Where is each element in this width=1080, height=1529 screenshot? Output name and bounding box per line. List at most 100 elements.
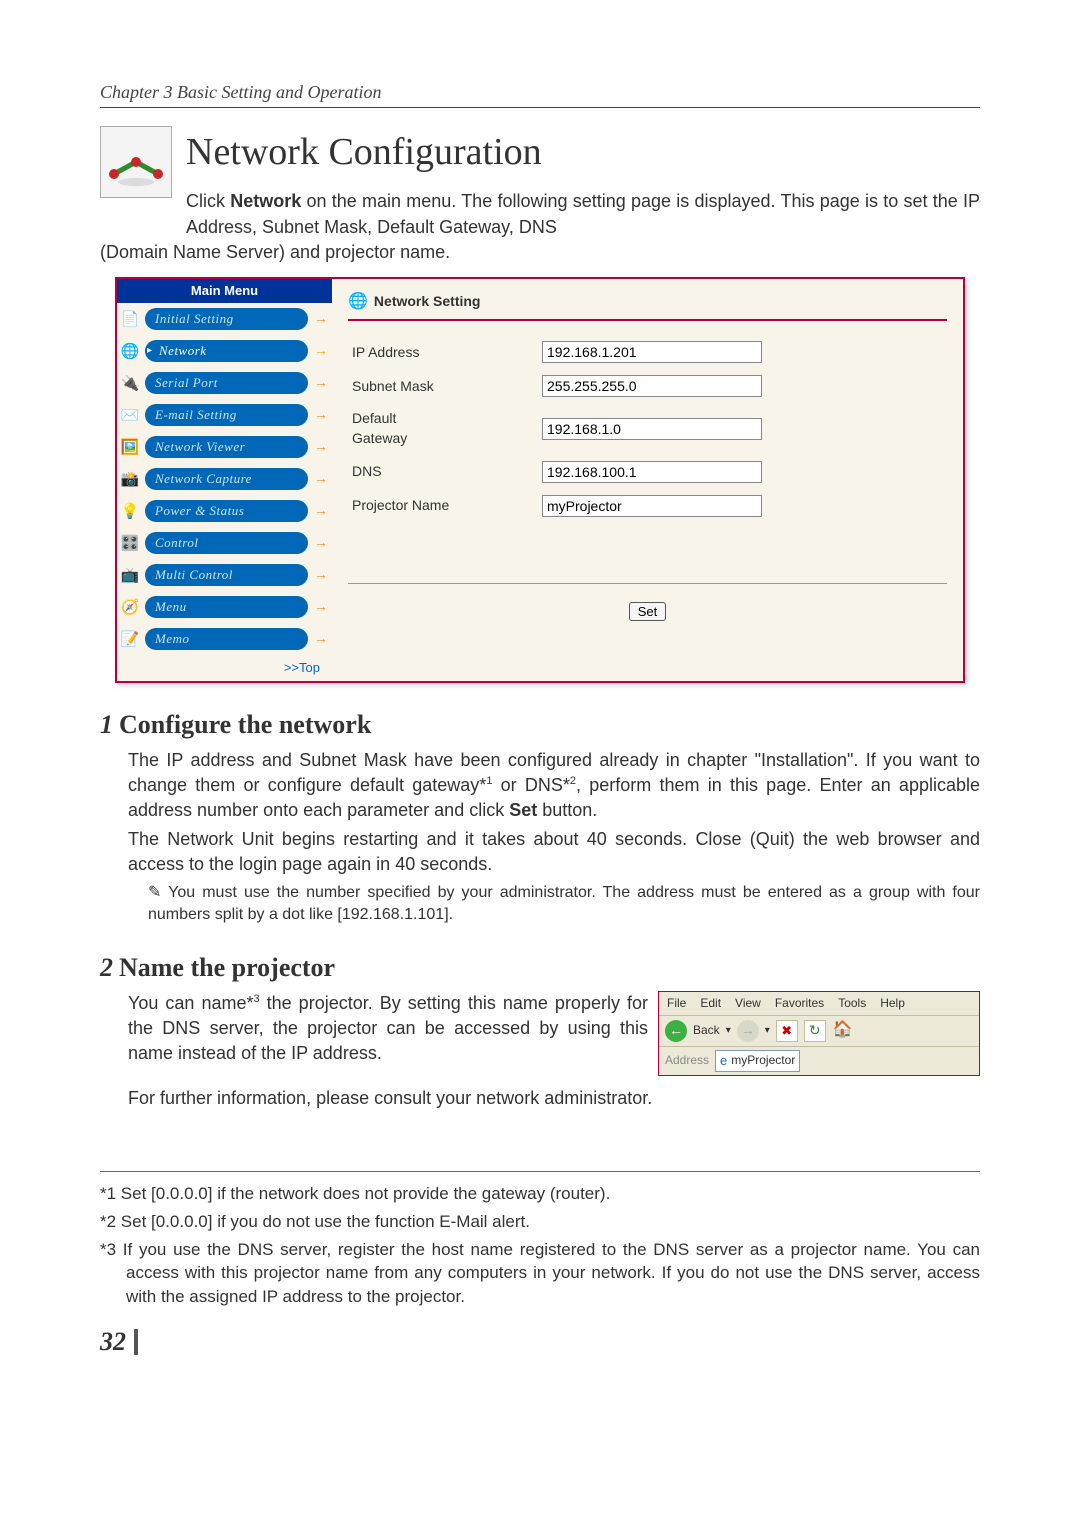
menu-arrow-icon: → xyxy=(312,629,330,649)
menu-icon: 🧭 xyxy=(119,596,141,618)
footnote: *3 If you use the DNS server, register t… xyxy=(100,1238,980,1309)
subnet-mask-input[interactable] xyxy=(542,375,762,397)
main-menu-header: Main Menu xyxy=(117,279,332,303)
menu-arrow-icon: → xyxy=(312,437,330,457)
menu-label: Network Capture xyxy=(145,468,308,490)
browser-home-icon[interactable]: 🏠 xyxy=(832,1020,854,1042)
section-2-heading: Name the projector xyxy=(119,953,335,982)
browser-menu-favorites[interactable]: Favorites xyxy=(775,995,824,1012)
field-label: Projector Name xyxy=(348,489,538,523)
browser-refresh-icon[interactable]: ↻ xyxy=(804,1020,826,1042)
menu-label: Memo xyxy=(145,628,308,650)
projector-name-input[interactable] xyxy=(542,495,762,517)
menu-item-memo[interactable]: 📝Memo→ xyxy=(117,623,332,655)
menu-icon: 📺 xyxy=(119,564,141,586)
menu-label: Power & Status xyxy=(145,500,308,522)
browser-menu-help[interactable]: Help xyxy=(880,995,905,1012)
browser-address-value[interactable]: myProjector xyxy=(731,1052,795,1069)
network-setting-icon: 🌐 xyxy=(348,291,368,313)
menu-arrow-icon: → xyxy=(312,405,330,425)
menu-label: Menu xyxy=(145,596,308,618)
menu-arrow-icon: → xyxy=(312,309,330,329)
menu-label: Network xyxy=(145,340,308,362)
menu-arrow-icon: → xyxy=(312,501,330,521)
browser-forward-icon[interactable]: → xyxy=(737,1020,759,1042)
menu-item-menu[interactable]: 🧭Menu→ xyxy=(117,591,332,623)
intro-paragraph-2: (Domain Name Server) and projector name. xyxy=(100,240,980,265)
page-number: 32 xyxy=(100,1329,138,1355)
menu-arrow-icon: → xyxy=(312,565,330,585)
menu-arrow-icon: → xyxy=(312,597,330,617)
browser-menu-file[interactable]: File xyxy=(667,995,686,1012)
field-label: DefaultGateway xyxy=(348,403,538,454)
menu-label: Multi Control xyxy=(145,564,308,586)
section-1-paragraph-1: The IP address and Subnet Mask have been… xyxy=(128,748,980,824)
field-row: DNS xyxy=(348,455,947,489)
menu-arrow-icon: → xyxy=(312,533,330,553)
menu-icon: 📄 xyxy=(119,308,141,330)
chapter-header: Chapter 3 Basic Setting and Operation xyxy=(100,80,980,108)
menu-label: Network Viewer xyxy=(145,436,308,458)
field-row: Subnet Mask xyxy=(348,369,947,403)
menu-icon: 📸 xyxy=(119,468,141,490)
field-row: DefaultGateway xyxy=(348,403,947,454)
menu-icon: 📝 xyxy=(119,628,141,650)
field-label: DNS xyxy=(348,455,538,489)
menu-arrow-icon: → xyxy=(312,341,330,361)
page-title: Network Configuration xyxy=(186,126,980,179)
browser-menu-tools[interactable]: Tools xyxy=(838,995,866,1012)
field-label: Subnet Mask xyxy=(348,369,538,403)
menu-label: E-mail Setting xyxy=(145,404,308,426)
menu-label: Serial Port xyxy=(145,372,308,394)
menu-icon: 🎛️ xyxy=(119,532,141,554)
menu-item-power-status[interactable]: 💡Power & Status→ xyxy=(117,495,332,527)
menu-icon: 🌐 xyxy=(119,340,141,362)
section-1-paragraph-2: The Network Unit begins restarting and i… xyxy=(128,827,980,877)
menu-item-serial-port[interactable]: 🔌Serial Port→ xyxy=(117,367,332,399)
set-button[interactable]: Set xyxy=(629,602,667,621)
menu-icon: 💡 xyxy=(119,500,141,522)
menu-label: Initial Setting xyxy=(145,308,308,330)
field-row: IP Address xyxy=(348,335,947,369)
section-1-heading: Configure the network xyxy=(119,710,371,739)
menu-arrow-icon: → xyxy=(312,373,330,393)
menu-item-network[interactable]: 🌐Network→ xyxy=(117,335,332,367)
menu-item-network-capture[interactable]: 📸Network Capture→ xyxy=(117,463,332,495)
browser-address-label: Address xyxy=(665,1052,709,1069)
default-gateway-input[interactable] xyxy=(542,418,762,440)
footnote: *1 Set [0.0.0.0] if the network does not… xyxy=(100,1182,980,1206)
section-1-title: 1Configure the network xyxy=(100,707,980,743)
browser-back-icon[interactable]: ← xyxy=(665,1020,687,1042)
menu-label: Control xyxy=(145,532,308,554)
menu-item-control[interactable]: 🎛️Control→ xyxy=(117,527,332,559)
section-2-paragraph-2: For further information, please consult … xyxy=(128,1086,980,1111)
menu-item-e-mail-setting[interactable]: ✉️E-mail Setting→ xyxy=(117,399,332,431)
top-link[interactable]: >>Top xyxy=(117,655,332,681)
network-setting-section-header: 🌐 Network Setting xyxy=(348,287,947,321)
field-row: Projector Name xyxy=(348,489,947,523)
menu-icon: 🔌 xyxy=(119,372,141,394)
menu-item-network-viewer[interactable]: 🖼️Network Viewer→ xyxy=(117,431,332,463)
browser-back-label[interactable]: Back xyxy=(693,1022,720,1039)
section-2-title: 2Name the projector xyxy=(100,950,980,986)
menu-icon: ✉️ xyxy=(119,404,141,426)
dns-input[interactable] xyxy=(542,461,762,483)
ip-address-input[interactable] xyxy=(542,341,762,363)
menu-item-multi-control[interactable]: 📺Multi Control→ xyxy=(117,559,332,591)
section-1-note: ✎ You must use the number specified by y… xyxy=(148,882,980,927)
footnote: *2 Set [0.0.0.0] if you do not use the f… xyxy=(100,1210,980,1234)
network-setting-screenshot: Main Menu 📄Initial Setting→🌐Network→🔌Ser… xyxy=(115,277,965,683)
browser-menu-view[interactable]: View xyxy=(735,995,761,1012)
field-label: IP Address xyxy=(348,335,538,369)
menu-icon: 🖼️ xyxy=(119,436,141,458)
ie-page-icon: e xyxy=(720,1052,727,1070)
section-1-number: 1 xyxy=(100,710,113,739)
browser-menu-edit[interactable]: Edit xyxy=(700,995,721,1012)
network-config-icon xyxy=(100,126,172,198)
section-2-number: 2 xyxy=(100,953,113,982)
browser-stop-icon[interactable]: ✖ xyxy=(776,1020,798,1042)
menu-item-initial-setting[interactable]: 📄Initial Setting→ xyxy=(117,303,332,335)
menu-arrow-icon: → xyxy=(312,469,330,489)
footnote-separator xyxy=(100,1171,980,1172)
browser-address-bar-mock: FileEditViewFavoritesToolsHelp ← Back ▾ … xyxy=(658,991,980,1076)
